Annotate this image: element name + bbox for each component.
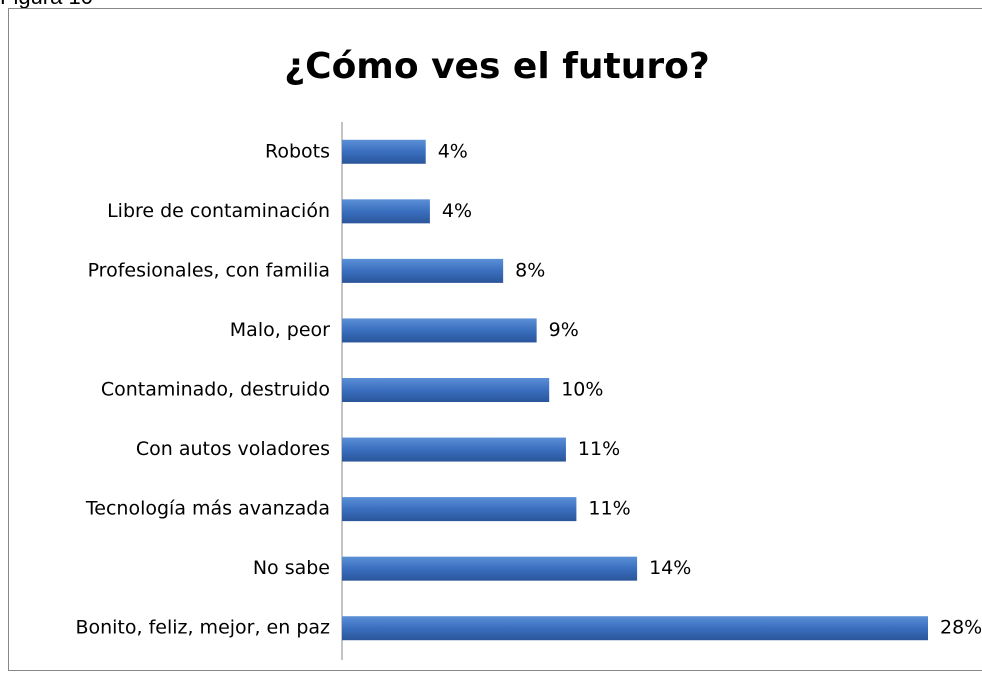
data-label: 4% (442, 200, 472, 222)
category-label: Profesionales, con familia (88, 259, 330, 281)
caption: Figura 10 (0, 0, 93, 9)
category-label: Robots (265, 140, 330, 162)
data-label: 10% (561, 379, 603, 401)
data-label: 11% (578, 438, 620, 460)
data-label: 11% (588, 498, 630, 520)
data-label: 14% (649, 557, 691, 579)
bar (342, 318, 537, 342)
data-label: 8% (515, 259, 545, 281)
bar (342, 616, 928, 640)
category-label: Tecnología más avanzada (85, 498, 330, 520)
bar (342, 140, 426, 164)
bar (342, 378, 549, 402)
category-label: Contaminado, destruido (101, 379, 330, 401)
data-label: 28% (940, 617, 982, 639)
bar (342, 438, 566, 462)
bar (342, 557, 637, 581)
category-label: Libre de contaminación (107, 200, 330, 222)
data-label: 4% (438, 140, 468, 162)
bar (342, 497, 576, 521)
category-label: Con autos voladores (136, 438, 330, 460)
bar (342, 259, 503, 283)
chart-title: ¿Cómo ves el futuro? (284, 46, 709, 87)
bar (342, 199, 430, 223)
category-label: No sabe (253, 557, 330, 579)
category-label: Malo, peor (230, 319, 330, 341)
data-label: 9% (549, 319, 579, 341)
category-label: Bonito, feliz, mejor, en paz (75, 617, 330, 639)
